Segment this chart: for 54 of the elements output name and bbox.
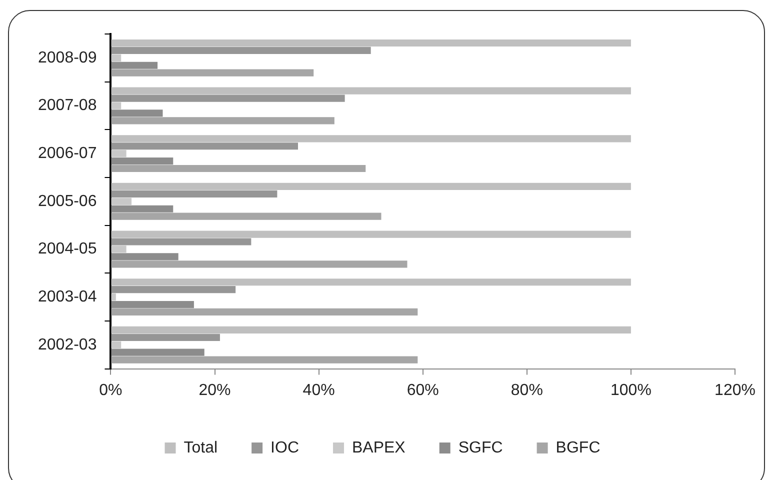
bar xyxy=(111,54,122,62)
bar xyxy=(111,230,631,238)
bar xyxy=(111,135,631,142)
y-tick-label: 2004-05 xyxy=(38,240,97,258)
y-tick-label: 2005-06 xyxy=(38,192,97,210)
bar xyxy=(111,69,314,76)
bar xyxy=(111,334,220,341)
bar xyxy=(111,278,631,286)
bar xyxy=(111,238,252,246)
y-tick-label: 2006-07 xyxy=(38,144,97,162)
y-tick-label: 2002-03 xyxy=(38,336,97,354)
bar xyxy=(111,46,371,54)
bar xyxy=(111,253,178,260)
bar xyxy=(111,182,631,190)
bar xyxy=(111,286,236,294)
bar xyxy=(111,212,382,220)
bar xyxy=(111,326,631,334)
bar xyxy=(111,150,126,158)
bar xyxy=(111,117,334,124)
bar xyxy=(111,157,174,165)
x-tick-label: 100% xyxy=(610,382,652,399)
bar xyxy=(111,205,174,212)
bar xyxy=(111,356,418,364)
bar xyxy=(111,190,278,198)
y-tick-label: 2008-09 xyxy=(38,49,97,66)
bar xyxy=(111,102,122,110)
legend-label: IOC xyxy=(270,439,300,456)
bar xyxy=(111,294,116,301)
y-tick-label: 2007-08 xyxy=(38,97,97,114)
legend-label: BGFC xyxy=(556,439,600,456)
legend-label: SGFC xyxy=(458,439,503,456)
bar xyxy=(111,164,366,172)
legend-label: Total xyxy=(184,439,218,456)
bar xyxy=(111,341,122,348)
x-tick-label: 20% xyxy=(198,382,231,399)
x-tick-label: 40% xyxy=(302,382,335,399)
bar xyxy=(111,348,204,356)
y-tick-label: 2003-04 xyxy=(38,288,97,306)
bar xyxy=(111,62,158,69)
bar xyxy=(111,308,418,316)
bar xyxy=(111,246,126,253)
bar xyxy=(111,142,298,150)
bar xyxy=(111,110,163,117)
x-tick-label: 0% xyxy=(99,382,122,399)
bar xyxy=(111,87,631,94)
bar xyxy=(111,198,132,205)
bar xyxy=(111,300,194,308)
bar xyxy=(111,39,631,47)
bar xyxy=(111,260,408,268)
x-tick-label: 80% xyxy=(510,382,543,399)
legend-label: BAPEX xyxy=(352,439,406,456)
x-tick-label: 60% xyxy=(406,382,439,399)
x-tick-label: 120% xyxy=(714,382,756,399)
bar xyxy=(111,94,345,102)
